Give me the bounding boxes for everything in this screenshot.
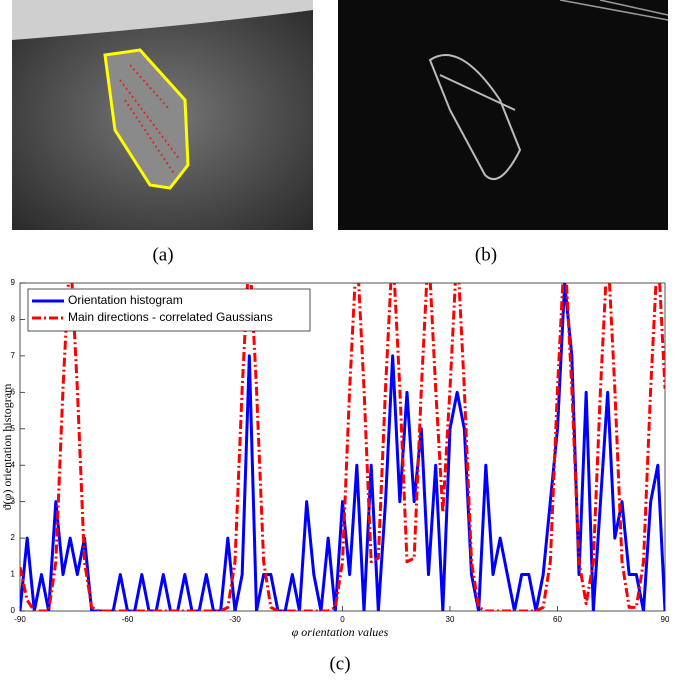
y-tick-label: 0 [11, 606, 16, 615]
x-tick-label: 30 [446, 615, 455, 624]
legend-label: Orientation histogram [68, 293, 183, 307]
series-line [20, 283, 665, 611]
y-tick-label: 7 [11, 351, 16, 360]
y-axis-label: ϑ(φ) orientation histogram [0, 383, 14, 511]
gradient-panel [338, 0, 669, 230]
y-tick-label: 5 [11, 424, 16, 433]
legend: Orientation histogram Main directions - c… [27, 288, 311, 332]
caption: (b) [475, 244, 497, 265]
x-tick-label: 90 [661, 615, 670, 624]
y-tick-label: 4 [11, 460, 16, 469]
x-tick-label: 0 [340, 615, 345, 624]
plot-lines [20, 283, 665, 611]
photo-panel [12, 0, 313, 230]
y-tick-label: 2 [11, 533, 16, 542]
x-tick-label: 60 [553, 615, 562, 624]
x-axis-label: φ orientation values [292, 625, 389, 639]
y-tick-label: 8 [11, 315, 16, 324]
x-tick-label: -90 [14, 615, 26, 624]
legend-label: Main directions - correlated Gaussians [68, 310, 273, 324]
y-tick-label: 6 [11, 387, 16, 396]
caption: (c) [329, 653, 350, 674]
x-tick-label: -30 [229, 615, 241, 624]
legend-box [27, 288, 311, 332]
x-tick-label: -60 [122, 615, 134, 624]
y-tick-label: 1 [11, 570, 16, 579]
y-tick-label: 9 [11, 278, 16, 287]
y-tick-label: 3 [11, 497, 16, 506]
series-line [20, 283, 665, 611]
caption: (a) [152, 244, 173, 265]
plot-area [19, 282, 666, 612]
